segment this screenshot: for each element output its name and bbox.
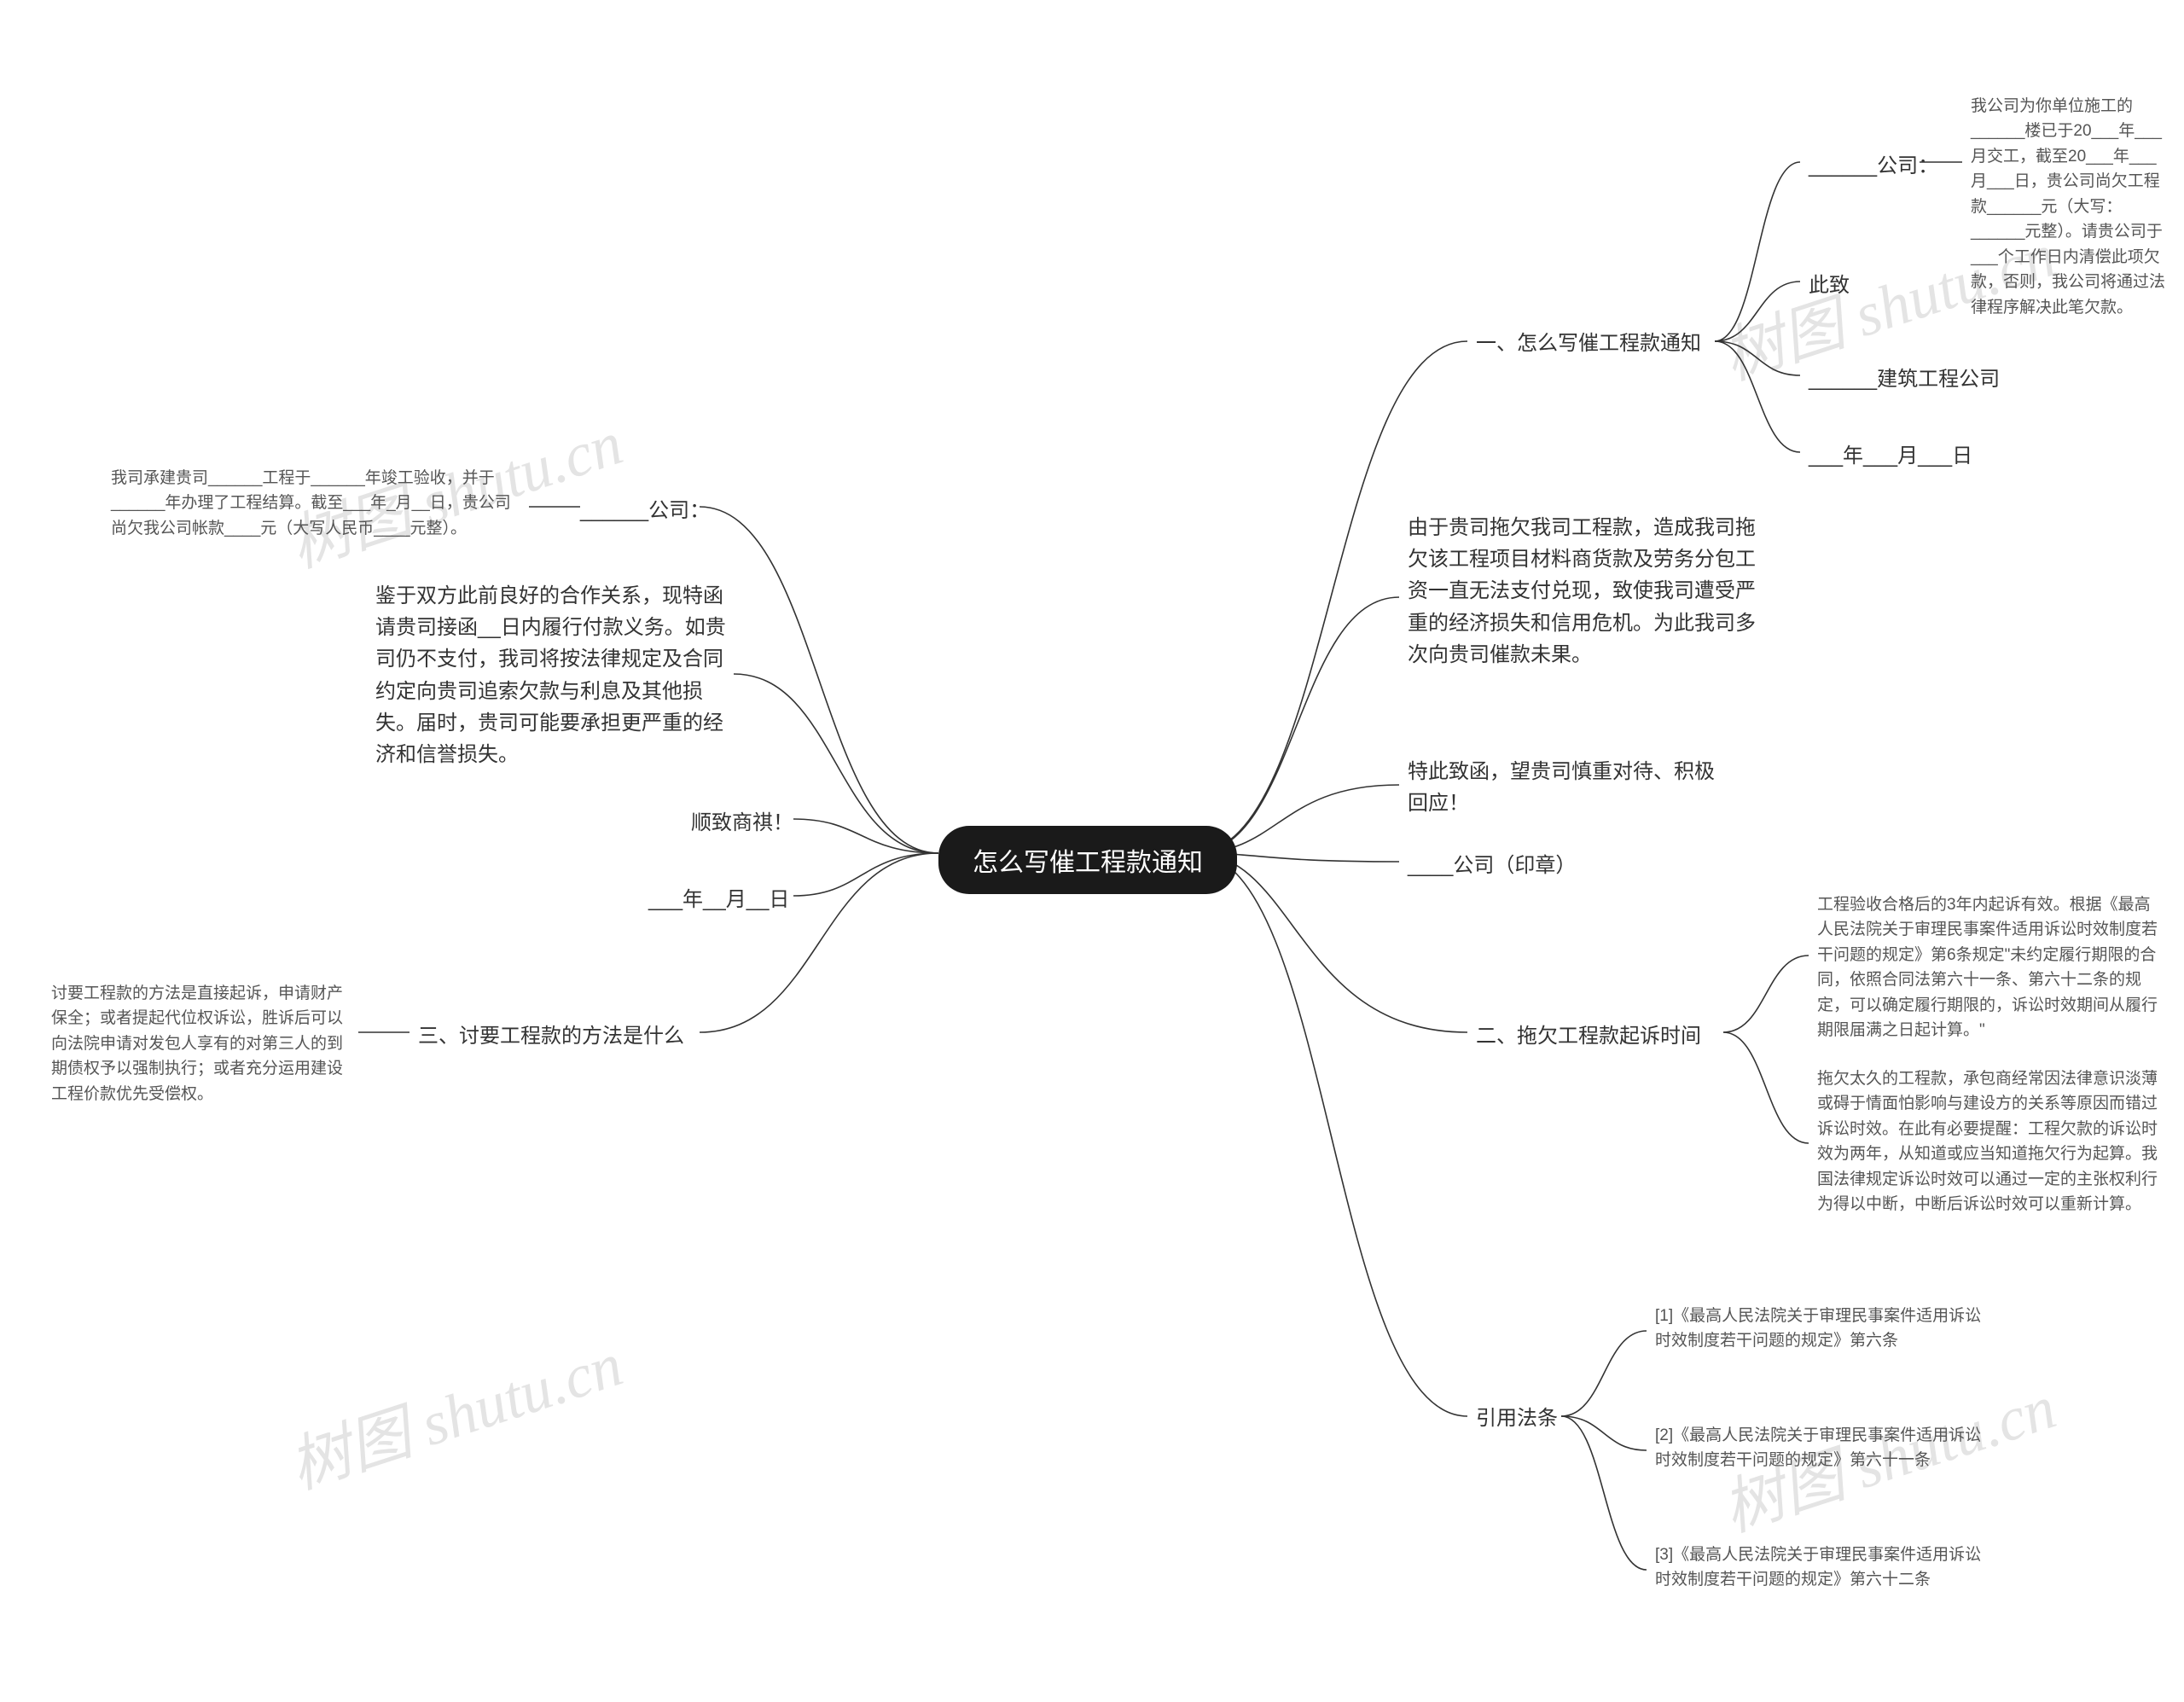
- node-date-right: ___年___月___日: [1809, 440, 1972, 472]
- node-section-2-c1: 工程验收合格后的3年内起诉有效。根据《最高人民法院关于审理民事案件适用诉讼时效制…: [1817, 892, 2158, 1043]
- node-citation-2: [2]《最高人民法院关于审理民事案件适用诉讼时效制度若干问题的规定》第六十一条: [1655, 1423, 1996, 1473]
- node-company-seal: ____公司（印章）: [1408, 850, 1576, 881]
- node-closing: 顺致商祺！: [691, 807, 793, 839]
- center-node: 怎么写催工程款通知: [938, 826, 1237, 894]
- node-company-right-detail: 我公司为你单位施工的______楼已于20___年___月交工，截至20___年…: [1971, 94, 2167, 320]
- node-date-left: ___年__月__日: [648, 884, 789, 915]
- node-section-2-c2: 拖欠太久的工程款，承包商经常因法律意识淡薄或碍于情面怕影响与建设方的关系等原因而…: [1817, 1066, 2158, 1217]
- watermark: 树图 shutu.cn: [276, 1314, 632, 1506]
- node-section-2: 二、拖欠工程款起诉时间: [1476, 1020, 1701, 1052]
- node-construction-co: ______建筑工程公司: [1809, 363, 2000, 395]
- node-paragraph-respond: 特此致函，望贵司慎重对待、积极回应！: [1408, 756, 1732, 819]
- node-citations: 引用法条: [1476, 1403, 1558, 1434]
- node-paragraph-owed: 由于贵司拖欠我司工程款，造成我司拖欠该工程项目材料商货款及劳务分包工资一直无法支…: [1408, 512, 1766, 671]
- node-paragraph-cooperation: 鉴于双方此前良好的合作关系，现特函请贵司接函__日内履行付款义务。如贵司仍不支付…: [375, 580, 734, 770]
- node-citation-1: [1]《最高人民法院关于审理民事案件适用诉讼时效制度若干问题的规定》第六条: [1655, 1304, 1996, 1354]
- node-company-right: ______公司：: [1809, 150, 1938, 182]
- node-company-left: ______公司：: [580, 495, 710, 526]
- node-section-3-detail: 讨要工程款的方法是直接起诉，申请财产保全；或者提起代位权诉讼，胜诉后可以向法院申…: [51, 981, 350, 1107]
- node-section-1: 一、怎么写催工程款通知: [1476, 328, 1701, 359]
- node-section-3: 三、讨要工程款的方法是什么: [418, 1020, 684, 1052]
- node-company-left-detail: 我司承建贵司______工程于______年竣工验收，并于______年办理了工…: [111, 466, 520, 541]
- node-cizhi: 此致: [1809, 270, 1850, 301]
- node-citation-3: [3]《最高人民法院关于审理民事案件适用诉讼时效制度若干问题的规定》第六十二条: [1655, 1542, 1996, 1593]
